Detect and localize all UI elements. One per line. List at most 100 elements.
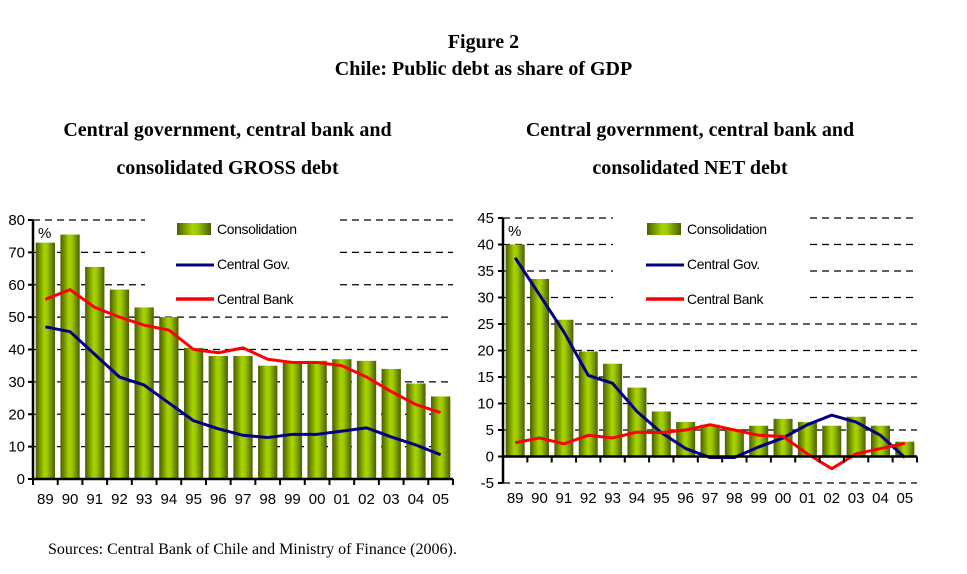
legend-label-consolidation: Consolidation — [687, 221, 767, 237]
right-chart-title: Central government, central bank and con… — [460, 111, 920, 187]
legend-swatch-consolidation — [647, 223, 681, 235]
y-tick-label: 10 — [8, 439, 25, 456]
y-tick-label: 5 — [486, 422, 494, 439]
left-chart-title: Central government, central bank and con… — [0, 111, 455, 187]
figure-title: Chile: Public debt as share of GDP — [334, 58, 633, 80]
consolidation-bar-04 — [406, 383, 426, 479]
x-tick-label-94: 94 — [161, 491, 178, 508]
y-tick-label: 60 — [8, 277, 25, 294]
x-tick-label-99: 99 — [750, 490, 767, 507]
legend: Consolidation Central Gov. Central Bank — [646, 221, 767, 307]
x-tick-label-94: 94 — [629, 490, 646, 507]
x-tick-label-01: 01 — [333, 491, 350, 508]
consolidation-bar-03 — [381, 368, 401, 479]
consolidation-bar-89 — [35, 242, 55, 479]
legend-label-consolidation: Consolidation — [217, 221, 297, 237]
consolidation-bar-90 — [60, 234, 80, 479]
consolidation-bar-05 — [431, 396, 451, 479]
x-tick-label-96: 96 — [677, 490, 694, 507]
consolidation-bar-89 — [505, 244, 525, 457]
x-tick-label-91: 91 — [556, 490, 573, 507]
x-tick-label-95: 95 — [185, 491, 202, 508]
y-tick-label: 50 — [8, 309, 25, 326]
legend-label-central-bank: Central Bank — [217, 291, 295, 307]
consolidation-bar-93 — [134, 307, 154, 479]
x-tick-label-02: 02 — [358, 491, 375, 508]
right-chart-title-line2: consolidated NET debt — [592, 157, 788, 179]
legend-label-central-bank: Central Bank — [687, 291, 765, 307]
consolidation-bar-92 — [109, 289, 130, 479]
consolidation-bar-97 — [233, 355, 253, 479]
y-tick-label: -5 — [481, 475, 494, 492]
consolidation-bar-00 — [307, 360, 327, 479]
consolidation-bar-93 — [603, 363, 623, 457]
consolidation-bar-99 — [282, 362, 303, 479]
unit-label: % — [508, 223, 521, 240]
left-chart-title-line2: consolidated GROSS debt — [116, 157, 339, 179]
x-tick-label-98: 98 — [726, 490, 743, 507]
x-tick-label-97: 97 — [235, 491, 252, 508]
x-tick-label-04: 04 — [408, 491, 425, 508]
y-tick-label: 30 — [477, 290, 494, 307]
x-tick-label-96: 96 — [210, 491, 227, 508]
consolidation-bar-91 — [85, 266, 105, 479]
y-tick-label: 10 — [477, 396, 494, 413]
legend-swatch-consolidation — [177, 223, 211, 235]
x-tick-label-90: 90 — [531, 490, 548, 507]
x-tick-label-92: 92 — [111, 491, 128, 508]
x-tick-label-02: 02 — [823, 490, 840, 507]
consolidation-bar-98 — [258, 365, 278, 479]
consolidation-bar-01 — [332, 359, 352, 479]
x-tick-label-93: 93 — [604, 490, 621, 507]
x-tick-label-03: 03 — [383, 491, 400, 508]
x-tick-label-00: 00 — [309, 491, 326, 508]
y-tick-label: 45 — [477, 210, 494, 227]
consolidation-bar-01 — [797, 422, 817, 457]
x-tick-label-89: 89 — [37, 491, 54, 508]
y-tick-label: 35 — [477, 263, 494, 280]
consolidation-bar-96 — [208, 355, 228, 479]
consolidation-bar-02 — [822, 425, 842, 457]
consolidation-bar-03 — [846, 416, 866, 457]
x-tick-label-05: 05 — [432, 491, 449, 508]
y-tick-label: 25 — [477, 316, 494, 333]
consolidation-bar-99 — [749, 425, 769, 457]
y-tick-label: 40 — [477, 237, 494, 254]
x-tick-label-03: 03 — [848, 490, 865, 507]
right-chart-title-line1: Central government, central bank and — [525, 119, 855, 141]
consolidation-bar-92 — [578, 351, 598, 457]
consolidation-bar-02 — [356, 360, 377, 479]
consolidation-bar-97 — [700, 424, 720, 457]
legend-label-central-gov: Central Gov. — [217, 256, 290, 272]
x-tick-label-98: 98 — [259, 491, 276, 508]
unit-label: % — [38, 225, 51, 242]
consolidation-bar-90 — [530, 278, 550, 457]
x-tick-label-89: 89 — [507, 490, 524, 507]
consolidation-bar-91 — [554, 319, 574, 457]
consolidation-bar-98 — [724, 428, 744, 457]
x-tick-label-00: 00 — [775, 490, 792, 507]
x-tick-label-05: 05 — [896, 490, 913, 507]
y-tick-label: 30 — [8, 374, 25, 391]
consolidation-bar-94 — [159, 317, 179, 479]
y-tick-label: 20 — [477, 343, 494, 360]
x-tick-label-90: 90 — [62, 491, 79, 508]
y-tick-label: 0 — [17, 471, 25, 488]
source-note: Sources: Central Bank of Chile and Minis… — [48, 541, 457, 558]
x-tick-label-93: 93 — [136, 491, 153, 508]
x-tick-label-92: 92 — [580, 490, 597, 507]
x-tick-label-99: 99 — [284, 491, 301, 508]
y-tick-label: 80 — [8, 212, 25, 229]
y-tick-label: 15 — [477, 369, 494, 386]
x-tick-label-01: 01 — [799, 490, 816, 507]
y-tick-label: 40 — [8, 342, 25, 359]
x-tick-label-04: 04 — [872, 490, 889, 507]
y-tick-label: 20 — [8, 406, 25, 423]
figure-number: Figure 2 — [447, 31, 520, 53]
y-tick-label: 0 — [486, 449, 494, 466]
y-tick-label: 70 — [8, 244, 25, 261]
x-tick-label-97: 97 — [702, 490, 719, 507]
x-tick-label-91: 91 — [86, 491, 103, 508]
